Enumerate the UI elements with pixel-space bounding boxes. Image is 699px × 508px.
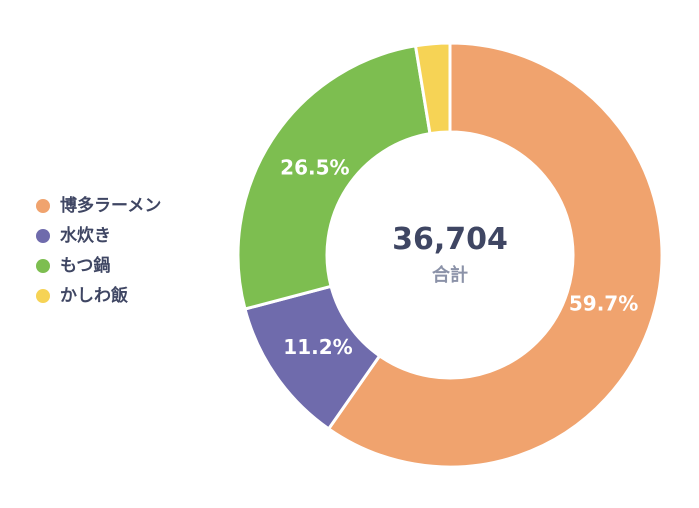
donut-slice-2 xyxy=(236,44,432,311)
legend-label: もつ鍋 xyxy=(60,255,111,276)
donut-slice-labels: 59.7% 11.2% 26.5% xyxy=(280,155,638,359)
total-value: 36,704 xyxy=(392,222,508,257)
legend-swatch-icon xyxy=(36,259,50,273)
legend-item-1: 水炊き xyxy=(36,226,161,246)
donut-chart: 59.7% 11.2% 26.5% 36,704 合計 xyxy=(236,41,664,469)
legend-swatch-icon xyxy=(36,199,50,213)
legend-swatch-icon xyxy=(36,289,50,303)
slice-percentage-label-0: 59.7% xyxy=(569,291,638,315)
total-label: 合計 xyxy=(432,264,468,286)
donut-slice-0 xyxy=(326,41,664,469)
legend-item-3: かしわ飯 xyxy=(36,286,161,306)
legend-swatch-icon xyxy=(36,229,50,243)
legend-label: 水炊き xyxy=(60,225,111,246)
legend-label: かしわ飯 xyxy=(60,285,128,306)
slice-percentage-label-1: 11.2% xyxy=(283,335,352,359)
legend-label: 博多ラーメン xyxy=(60,195,162,216)
legend-item-0: 博多ラーメン xyxy=(36,196,161,216)
legend-item-2: もつ鍋 xyxy=(36,256,161,276)
slice-percentage-label-2: 26.5% xyxy=(280,155,349,179)
donut-slice-3 xyxy=(413,41,452,136)
donut-slices xyxy=(236,41,664,469)
chart-legend: 博多ラーメン 水炊きもつ鍋かしわ飯 xyxy=(36,196,161,306)
